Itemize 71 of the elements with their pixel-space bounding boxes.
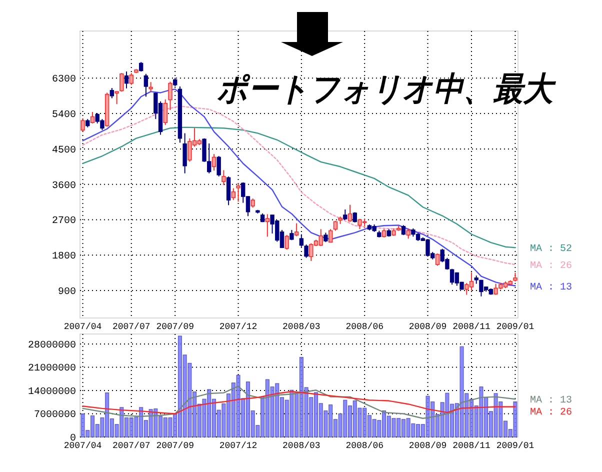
x-tick-label: 2008/03	[282, 322, 320, 332]
line-series	[82, 386, 516, 419]
x-tick-label: 2007/12	[219, 322, 258, 332]
y-tick-label: 2700	[52, 216, 76, 228]
candlestick	[299, 234, 304, 248]
x-tick-label: 2007/04	[64, 322, 102, 332]
candlestick	[114, 91, 119, 105]
candlestick	[163, 98, 168, 126]
candlestick	[212, 154, 216, 172]
candlestick	[148, 82, 153, 92]
candlestick	[124, 70, 129, 89]
candlestick	[231, 188, 236, 201]
x-tick-label: 2008/06	[346, 322, 384, 332]
candlestick	[333, 220, 338, 232]
candlestick	[328, 228, 333, 244]
y-tick-label: 6300	[52, 74, 76, 86]
y-tick-label: 14000000	[28, 386, 76, 398]
x-tick-label: 2008/09	[408, 441, 447, 451]
candlestick	[144, 73, 148, 98]
candlestick	[348, 204, 352, 222]
x-tick-label: 2008/11	[452, 322, 490, 332]
y-tick-label: 4500	[52, 145, 76, 156]
series-label: MA : 13	[530, 396, 572, 407]
candlestick	[284, 234, 289, 250]
x-tick-label: 2007/09	[156, 322, 194, 332]
series-label: MA : 26	[530, 261, 572, 272]
candlestick	[168, 81, 172, 111]
y-tick-label: 28000000	[28, 340, 76, 352]
candlestick	[304, 244, 308, 258]
y-tick-label: 3600	[52, 180, 76, 192]
candlestick	[406, 228, 410, 240]
x-tick-label: 2008/11	[452, 441, 490, 451]
line-series	[82, 126, 516, 248]
candlestick	[401, 224, 406, 236]
series-label: MA : 26	[530, 408, 572, 419]
line-series	[82, 390, 516, 414]
x-tick-label: 2007/07	[112, 441, 150, 451]
x-tick-label: 2009/01	[496, 322, 534, 332]
y-tick-label: 900	[58, 286, 76, 298]
candlestick	[216, 156, 221, 177]
series-label: MA : 13	[530, 282, 572, 294]
candlestick	[90, 111, 95, 124]
candlestick	[250, 198, 255, 208]
candlestick	[226, 176, 231, 206]
y-tick-label: 21000000	[28, 364, 76, 375]
candlestick	[236, 182, 240, 202]
candlestick	[265, 214, 270, 238]
y-tick-label: 7000000	[34, 410, 76, 422]
candlestick	[324, 232, 328, 243]
x-tick-label: 2007/12	[219, 441, 258, 451]
candlestick	[435, 253, 440, 266]
x-tick-label: 2007/07	[112, 322, 150, 332]
series-label: MA : 52	[530, 244, 572, 256]
y-tick-label: 1800	[52, 252, 76, 263]
x-tick-label: 2007/04	[64, 441, 102, 451]
text: ポートフォリオ中、最大	[217, 69, 586, 108]
x-tick-label: 2008/06	[346, 441, 384, 451]
candlestick	[182, 132, 187, 174]
candlestick	[120, 72, 124, 92]
x-tick-label: 2007/09	[156, 441, 194, 451]
x-tick-label: 2009/01	[496, 441, 534, 451]
candlestick	[352, 212, 357, 223]
candlestick	[138, 62, 144, 72]
candlestick	[80, 118, 85, 132]
x-tick-label: 2008/09	[408, 322, 447, 332]
candlestick	[294, 222, 299, 237]
x-tick-label: 2008/03	[282, 441, 320, 451]
candlestick	[110, 88, 114, 99]
y-tick-label: 5400	[52, 110, 76, 122]
candlestick	[222, 170, 226, 186]
candlestick	[129, 72, 134, 86]
